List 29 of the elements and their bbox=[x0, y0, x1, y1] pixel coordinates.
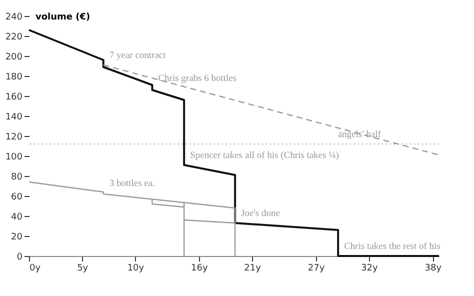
annotation: 3 bottles ea. bbox=[109, 179, 155, 189]
y-tick-label: 240 bbox=[5, 12, 23, 22]
x-tick-label: 27y bbox=[308, 264, 326, 274]
y-tick-label: 60 bbox=[11, 192, 23, 202]
y-tick-label: 100 bbox=[5, 152, 23, 162]
annotation: Joe's done bbox=[241, 209, 280, 219]
y-tick-label: 120 bbox=[5, 132, 23, 142]
y-tick-label: 180 bbox=[5, 72, 23, 82]
y-tick-label: 80 bbox=[11, 172, 23, 182]
y-tick-label: 0 bbox=[16, 252, 23, 262]
annotation: Spencer takes all of his (Chris takes ¼) bbox=[190, 151, 339, 161]
y-tick-label: 220 bbox=[5, 32, 23, 42]
annotation: Chris takes the rest of his bbox=[344, 242, 441, 252]
annotation: angels' half bbox=[338, 130, 382, 140]
x-tick-label: 38y bbox=[424, 264, 442, 274]
x-tick-label: 5y bbox=[77, 264, 89, 274]
y-axis-title: volume (€) bbox=[36, 12, 90, 22]
y-tick-label: 160 bbox=[5, 92, 23, 102]
y-tick-label: 20 bbox=[11, 232, 23, 242]
annotation: 7 year contract bbox=[109, 51, 166, 61]
x-tick-label: 16y bbox=[191, 264, 209, 274]
x-tick-label: 21y bbox=[244, 264, 262, 274]
y-tick-label: 200 bbox=[5, 52, 23, 62]
annotation: Chris grabs 6 bottles bbox=[158, 74, 237, 84]
y-tick-label: 140 bbox=[5, 112, 23, 122]
y-tick-label: 40 bbox=[11, 212, 23, 222]
x-tick-label: 0y bbox=[30, 264, 42, 274]
x-tick-label: 32y bbox=[361, 264, 378, 274]
x-tick-label: 10y bbox=[127, 264, 145, 274]
